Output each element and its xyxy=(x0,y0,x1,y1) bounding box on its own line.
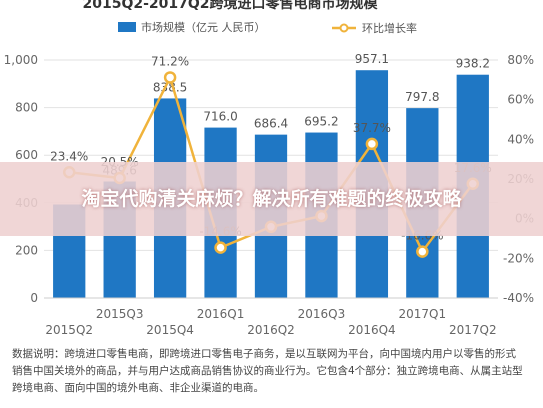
overlay-banner: 淘宝代购清关麻烦？解决所有难题的终极攻略 xyxy=(0,162,543,236)
chart-title: 2015Q2-2017Q2跨境进口零售电商市场规模 xyxy=(82,0,378,12)
footnote: 数据说明：跨境进口零售电商，即跨境进口零售电子商务，是以互联网为平台，向中国境内… xyxy=(12,346,532,397)
right-tick-label: -40% xyxy=(503,291,534,305)
right-tick-label: 80% xyxy=(507,53,534,67)
x-tick-label: 2016Q3 xyxy=(298,307,346,321)
x-tick-label: 2016Q1 xyxy=(197,307,245,321)
bar-value-label: 797.8 xyxy=(405,90,439,104)
legend-line-marker xyxy=(339,23,349,33)
right-tick-label: -20% xyxy=(503,251,534,265)
bar-value-label: 716.0 xyxy=(203,110,237,124)
left-tick-label: 600 xyxy=(15,148,38,162)
footnote-line-1: 数据说明：跨境进口零售电商，即跨境进口零售电子商务，是以互联网为平台，向中国境内… xyxy=(12,348,516,360)
footnote-line-3: 跨境电商、面向中国的境外电商、非企业渠道的电商。 xyxy=(12,382,264,394)
bar-value-label: 686.4 xyxy=(254,117,288,131)
bar-value-label: 938.2 xyxy=(456,57,490,71)
x-tick-label: 2016Q2 xyxy=(247,323,295,337)
growth-point xyxy=(163,71,177,84)
x-tick-label: 2015Q3 xyxy=(96,307,144,321)
left-tick-label: 0 xyxy=(30,291,38,305)
growth-value-label: 23.4% xyxy=(50,149,88,163)
x-axis-ticks: 2015Q22015Q32015Q42016Q12016Q22016Q32016… xyxy=(44,297,498,337)
growth-value-label: 37.7% xyxy=(353,121,391,135)
growth-point xyxy=(365,137,379,151)
x-tick-label: 2016Q4 xyxy=(348,323,396,337)
overlay-banner-text: 淘宝代购清关麻烦？解决所有难题的终极攻略 xyxy=(81,188,462,210)
bar-value-label: 695.2 xyxy=(304,115,338,129)
growth-point xyxy=(416,245,429,258)
legend-bar-label: 市场规模（亿元 人民币） xyxy=(141,20,266,34)
growth-value-label: 71.2% xyxy=(151,54,189,68)
legend: 市场规模（亿元 人民币） 环比增长率 xyxy=(118,20,417,35)
right-tick-label: 60% xyxy=(507,93,534,107)
bar-value-label: 957.1 xyxy=(355,52,389,66)
x-tick-label: 2015Q4 xyxy=(146,323,194,337)
left-tick-label: 200 xyxy=(15,243,38,257)
footnote-line-2: 销售中国关境外的商品，并与用户达成商品销售协议的商业行为。它包含4个部分：独立跨… xyxy=(12,365,523,377)
left-tick-label: 1,000 xyxy=(4,53,38,67)
left-tick-label: 800 xyxy=(15,101,38,115)
growth-point xyxy=(214,241,227,254)
legend-bar-swatch xyxy=(118,22,136,32)
x-tick-label: 2015Q2 xyxy=(45,323,93,337)
bar-value-label: 838.5 xyxy=(153,80,187,94)
x-tick-label: 2017Q1 xyxy=(399,307,447,321)
right-tick-label: 40% xyxy=(507,132,534,146)
legend-line-label: 环比增长率 xyxy=(362,21,417,35)
x-tick-label: 2017Q2 xyxy=(449,323,497,337)
